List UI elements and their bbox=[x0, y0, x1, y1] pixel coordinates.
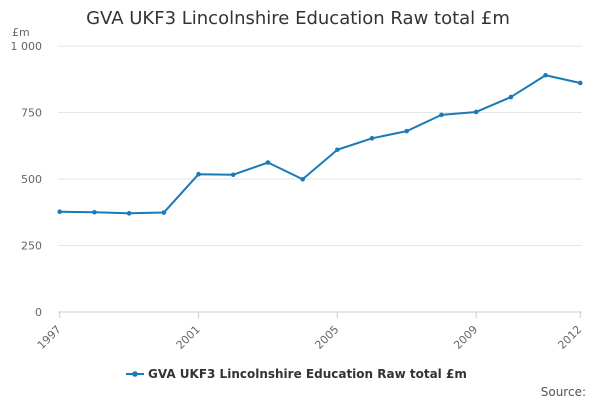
x-tick-label: 1997 bbox=[35, 323, 64, 352]
x-axis-ticks: 1997 2001 2005 2009 2012 bbox=[35, 323, 585, 352]
legend-marker-swatch bbox=[132, 371, 138, 377]
x-tick-label: 2005 bbox=[312, 323, 341, 352]
legend[interactable]: GVA UKF3 Lincolnshire Education Raw tota… bbox=[126, 367, 467, 381]
legend-label: GVA UKF3 Lincolnshire Education Raw tota… bbox=[148, 367, 467, 381]
axes bbox=[58, 311, 582, 318]
y-tick-label: 500 bbox=[21, 173, 42, 186]
y-tick-label: 0 bbox=[35, 306, 42, 319]
source-label: Source: bbox=[541, 385, 586, 399]
gridlines bbox=[58, 45, 582, 246]
y-axis-unit-label: £m bbox=[12, 26, 30, 39]
data-point[interactable] bbox=[92, 209, 97, 215]
data-point[interactable] bbox=[230, 172, 236, 178]
x-tick-label: 2001 bbox=[174, 323, 203, 352]
data-point[interactable] bbox=[508, 94, 514, 100]
y-tick-label: 250 bbox=[21, 240, 42, 253]
x-tick-label: 2012 bbox=[555, 323, 584, 352]
data-point[interactable] bbox=[161, 210, 167, 215]
data-point[interactable] bbox=[404, 128, 410, 134]
y-tick-label: 1 000 bbox=[11, 40, 43, 53]
y-axis-ticks: 0 250 500 750 1 000 bbox=[11, 40, 43, 319]
data-point[interactable] bbox=[335, 147, 340, 153]
data-point[interactable] bbox=[57, 209, 63, 215]
chart-title: GVA UKF3 Lincolnshire Education Raw tota… bbox=[86, 8, 510, 29]
x-tick-label: 2009 bbox=[451, 323, 480, 352]
data-point[interactable] bbox=[439, 112, 444, 118]
data-point[interactable] bbox=[473, 109, 479, 115]
series-layer bbox=[57, 72, 583, 216]
series-line bbox=[58, 74, 582, 215]
data-point[interactable] bbox=[126, 211, 132, 216]
y-tick-label: 750 bbox=[21, 107, 42, 120]
data-point[interactable] bbox=[369, 136, 375, 141]
data-point[interactable] bbox=[543, 72, 548, 78]
data-point[interactable] bbox=[300, 176, 305, 182]
data-point[interactable] bbox=[196, 171, 201, 177]
data-point[interactable] bbox=[577, 80, 583, 86]
data-point[interactable] bbox=[265, 160, 271, 165]
